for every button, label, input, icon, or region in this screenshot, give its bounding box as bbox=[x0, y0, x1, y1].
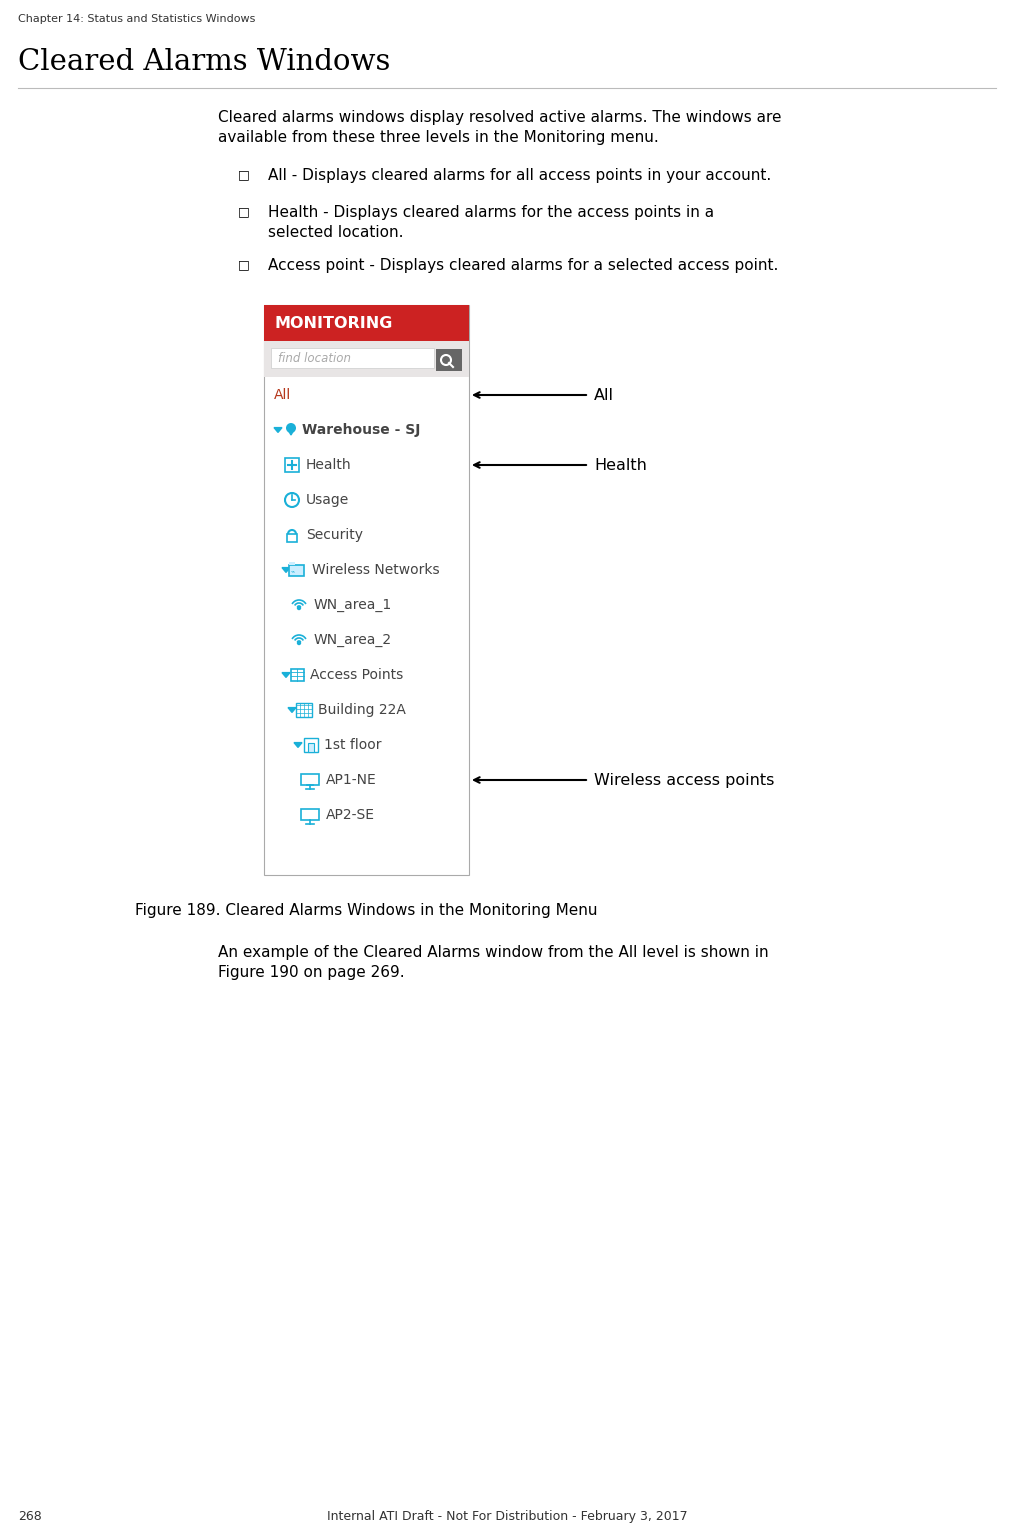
Polygon shape bbox=[288, 708, 296, 713]
Text: WN_area_1: WN_area_1 bbox=[314, 598, 392, 612]
Text: AP2-SE: AP2-SE bbox=[325, 807, 375, 823]
Bar bbox=[264, 340, 469, 377]
Text: Wireless access points: Wireless access points bbox=[594, 772, 775, 787]
Text: Cleared Alarms Windows: Cleared Alarms Windows bbox=[18, 47, 390, 76]
Text: □: □ bbox=[238, 258, 249, 272]
Bar bbox=[264, 305, 469, 340]
Bar bbox=[301, 774, 319, 784]
Polygon shape bbox=[294, 743, 302, 748]
Text: Internal ATI Draft - Not For Distribution - February 3, 2017: Internal ATI Draft - Not For Distributio… bbox=[327, 1511, 687, 1523]
Bar bbox=[308, 743, 314, 752]
Bar bbox=[291, 668, 304, 681]
Text: Chapter 14: Status and Statistics Windows: Chapter 14: Status and Statistics Window… bbox=[18, 14, 256, 24]
Text: All: All bbox=[594, 388, 614, 403]
Text: All - Displays cleared alarms for all access points in your account.: All - Displays cleared alarms for all ac… bbox=[268, 168, 772, 183]
Text: WN_area_2: WN_area_2 bbox=[314, 633, 392, 647]
Text: Figure 190 on page 269.: Figure 190 on page 269. bbox=[218, 964, 405, 980]
Polygon shape bbox=[282, 673, 290, 678]
Text: Security: Security bbox=[306, 528, 363, 542]
Text: All: All bbox=[274, 388, 291, 401]
Text: Building 22A: Building 22A bbox=[318, 703, 406, 717]
Polygon shape bbox=[287, 427, 295, 435]
Text: AP1-NE: AP1-NE bbox=[325, 774, 377, 787]
Text: Cleared alarms windows display resolved active alarms. The windows are: Cleared alarms windows display resolved … bbox=[218, 110, 782, 125]
Text: Access point - Displays cleared alarms for a selected access point.: Access point - Displays cleared alarms f… bbox=[268, 258, 779, 273]
Text: □: □ bbox=[238, 204, 249, 218]
Text: Usage: Usage bbox=[306, 493, 349, 507]
Bar bbox=[287, 534, 297, 542]
Bar bbox=[296, 703, 312, 717]
Bar bbox=[304, 739, 318, 752]
Text: Warehouse - SJ: Warehouse - SJ bbox=[302, 423, 421, 436]
Text: An example of the Cleared Alarms window from the All level is shown in: An example of the Cleared Alarms window … bbox=[218, 945, 769, 960]
Text: □: □ bbox=[238, 168, 249, 182]
Polygon shape bbox=[282, 568, 290, 572]
Text: 268: 268 bbox=[18, 1511, 42, 1523]
Text: ⌁: ⌁ bbox=[291, 568, 295, 574]
Bar bbox=[285, 458, 299, 472]
Text: Wireless Networks: Wireless Networks bbox=[312, 563, 440, 577]
Text: Health: Health bbox=[306, 458, 352, 472]
Circle shape bbox=[297, 606, 300, 609]
Text: Health - Displays cleared alarms for the access points in a: Health - Displays cleared alarms for the… bbox=[268, 204, 714, 220]
Text: Health: Health bbox=[594, 458, 647, 473]
Bar bbox=[271, 348, 434, 368]
Text: Figure 189. Cleared Alarms Windows in the Monitoring Menu: Figure 189. Cleared Alarms Windows in th… bbox=[135, 903, 597, 919]
Text: available from these three levels in the Monitoring menu.: available from these three levels in the… bbox=[218, 130, 659, 145]
Text: Access Points: Access Points bbox=[310, 668, 404, 682]
Text: MONITORING: MONITORING bbox=[274, 316, 392, 331]
Bar bbox=[289, 562, 295, 565]
Bar bbox=[301, 809, 319, 819]
Bar bbox=[436, 349, 462, 371]
Text: selected location.: selected location. bbox=[268, 224, 404, 240]
Bar bbox=[289, 565, 304, 575]
Bar bbox=[264, 305, 469, 874]
Text: 1st floor: 1st floor bbox=[324, 739, 381, 752]
Polygon shape bbox=[274, 427, 282, 432]
Circle shape bbox=[297, 641, 300, 644]
Text: find location: find location bbox=[278, 351, 351, 365]
Circle shape bbox=[286, 423, 296, 433]
